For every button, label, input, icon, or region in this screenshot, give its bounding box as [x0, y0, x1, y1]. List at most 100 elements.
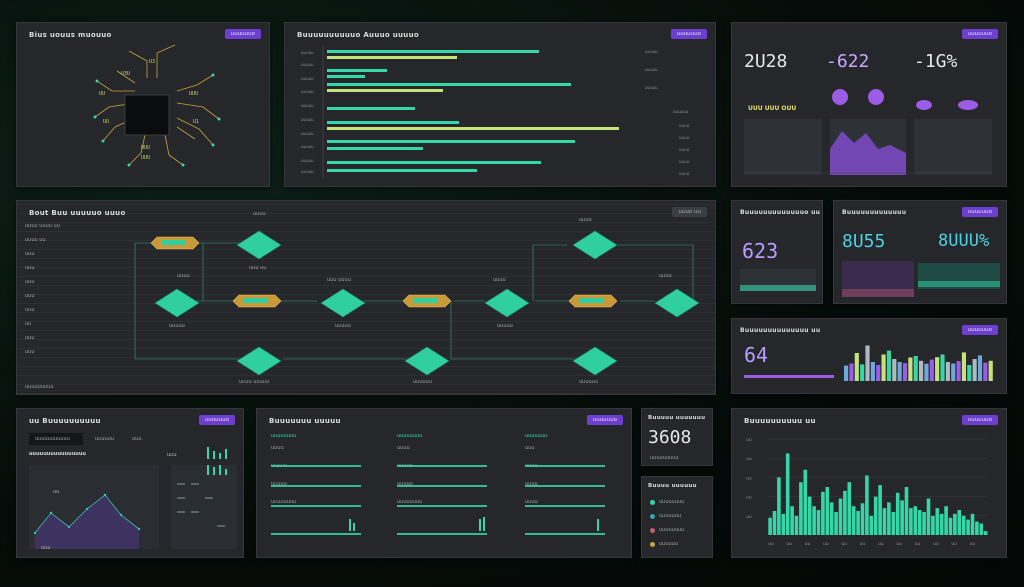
histogram-bar: [887, 502, 891, 535]
flow-side-label: uuu: [25, 307, 35, 313]
tab-item[interactable]: uuuuuuuuuuu: [29, 433, 83, 445]
svg-text:uuuuu: uuuuu: [301, 117, 314, 122]
histogram-bar: [834, 511, 838, 535]
histogram-bar: [891, 511, 896, 535]
panel-badge[interactable]: uuuuuuo: [961, 207, 998, 217]
metric-value-2: -622: [826, 51, 870, 72]
svg-text:uuuu: uuuu: [679, 159, 690, 164]
tab-item[interactable]: uuuuuu: [95, 436, 115, 442]
counter-sub: uuuuuuuuu: [650, 455, 679, 461]
histogram-bar: [979, 523, 984, 535]
histogram-bar: [944, 506, 948, 535]
x-tick-label: uu: [841, 542, 847, 547]
panel-badge[interactable]: uuuo uu: [672, 207, 707, 217]
flow-side-label: uuuu uu: [25, 237, 46, 243]
panel-title: Buuuuuuu uuuuu: [269, 417, 341, 425]
flow-node-label: uuuuu: [335, 323, 351, 329]
kpi-strip-bar: [865, 345, 870, 381]
svg-text:uuuuu: uuuuu: [301, 89, 314, 94]
kpi-underline: [744, 375, 834, 378]
bar-panel: Buuuuuuuuuuo Auuuo uuuuo uuuuuuo uuuuu uu…: [284, 22, 716, 187]
histogram-bar: [838, 498, 843, 535]
kpi-strip-bar: [902, 363, 908, 381]
histogram-bar: [913, 506, 918, 535]
kpi-strip-bar: [961, 352, 967, 381]
svg-text:U3: U3: [149, 59, 155, 65]
kpi-strip-bar: [881, 354, 886, 381]
histogram-bar: [785, 453, 790, 535]
kpi-small-panel: Buuuuuuuuuuuuuo uu 623: [731, 200, 823, 304]
histogram-bar: [821, 491, 825, 535]
flow-node-label: uuuu: [493, 277, 506, 283]
flow-side-label: uuu: [25, 293, 35, 299]
flow-node-label: uuuuu: [497, 323, 513, 329]
histogram-bar: [856, 511, 860, 535]
histogram-bar: [900, 500, 904, 535]
svg-text:uuuuu: uuuuu: [301, 144, 314, 149]
x-tick-label: uu: [805, 542, 811, 547]
tab-item[interactable]: uuu: [132, 436, 142, 442]
counter-value: 3608: [648, 427, 692, 448]
col-item: uuuuu: [397, 481, 413, 487]
flow-side-label: uuu: [25, 251, 35, 257]
svg-text:uuuuu: uuuuu: [301, 169, 314, 174]
flow-side-label: uu: [25, 321, 32, 327]
panel-badge[interactable]: uuuuuuo: [198, 415, 235, 425]
histogram-bar: [803, 469, 808, 535]
histogram-bar: [957, 510, 962, 535]
histogram-bar: [816, 510, 821, 535]
y-tick-label: uu: [746, 476, 752, 481]
panel-badge[interactable]: uuuuuuo: [961, 29, 998, 39]
kpi-strip-bar: [977, 355, 983, 381]
flow-diagram: [134, 230, 700, 376]
histogram-bar: [860, 503, 865, 535]
panel-title: Buuuuuuuuuu uu: [744, 417, 816, 425]
svg-text:uuuuu: uuuuu: [645, 85, 658, 90]
legend-dot-icon: [650, 499, 655, 505]
flow-side-label: uuu: [25, 349, 35, 355]
panel-badge[interactable]: uuuuuuo: [586, 415, 623, 425]
kpi-strip-bar: [945, 362, 950, 381]
svg-text:UUU: UUU: [141, 145, 150, 151]
histogram-bar: [869, 515, 874, 535]
histogram-bar: [983, 531, 988, 535]
panel-title: Buuuuu uuuuuuu: [648, 415, 706, 421]
legend-item: uuuuuuu: [650, 513, 681, 519]
panel-badge[interactable]: uuuuuuo: [961, 325, 998, 335]
histogram-bar: [843, 490, 847, 535]
histogram-bar: [878, 485, 882, 535]
hbar-chart: uuuuuuuuuuuuuuu uuuuuuuuuuuuuuu uuuuuuuu…: [301, 45, 690, 179]
histogram-bar: [922, 511, 926, 535]
kpi-dual-chart: [842, 261, 1000, 297]
histogram-bar: [825, 487, 830, 535]
svg-text:UUU: UUU: [189, 91, 198, 97]
flow-node-label: uuuu: [253, 211, 266, 217]
col-item: uuuu: [525, 499, 538, 505]
kpi-value-right: 8UUU%: [938, 231, 990, 251]
kpi-strip-bar: [854, 353, 859, 381]
line-subtitle: uuuuuuuuuuuuuuuu: [29, 451, 86, 457]
line-value: uuu: [41, 545, 51, 551]
svg-text:U3U: U3U: [121, 71, 130, 77]
histogram-bar: [904, 487, 909, 535]
line-value: uu: [53, 489, 60, 495]
histogram-bar: [807, 496, 812, 535]
flow-side-label: uuu: [25, 335, 35, 341]
col-item: uuuu: [525, 481, 538, 487]
panel-badge[interactable]: uuuuuuo: [961, 415, 998, 425]
legend-dot-icon: [650, 527, 655, 533]
flow-side-label: uuu: [25, 279, 35, 285]
x-tick-label: uu: [786, 542, 792, 547]
legend-label: uuuuuu: [659, 541, 679, 547]
kpi-strip-bar: [919, 360, 924, 381]
histogram-bar: [975, 521, 979, 535]
svg-text:uuuuu: uuuuu: [645, 49, 658, 54]
svg-text:uuuuu: uuuuu: [301, 50, 314, 55]
panel-badge[interactable]: uuuuuuo: [224, 29, 261, 39]
panel-badge[interactable]: uuuuuuo: [670, 29, 707, 39]
kpi-value: 623: [742, 239, 779, 263]
histogram-bar: [768, 517, 772, 535]
histogram-bar: [909, 508, 913, 535]
histogram-bar: [799, 482, 803, 535]
histogram-bar: [829, 502, 834, 535]
